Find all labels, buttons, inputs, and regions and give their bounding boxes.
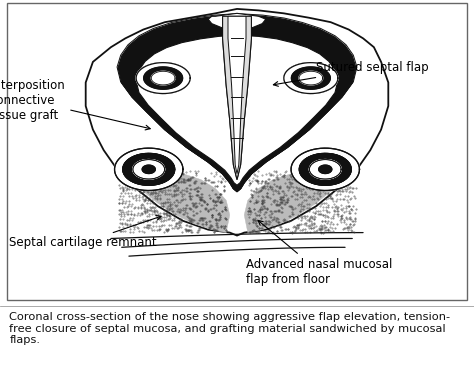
Text: Coronal cross-section of the nose showing aggressive flap elevation, tension-
fr: Coronal cross-section of the nose showin… bbox=[9, 312, 451, 345]
Polygon shape bbox=[299, 71, 323, 85]
Polygon shape bbox=[244, 171, 352, 233]
Polygon shape bbox=[228, 16, 246, 174]
Polygon shape bbox=[136, 63, 190, 93]
Polygon shape bbox=[284, 63, 338, 93]
Polygon shape bbox=[133, 159, 164, 179]
Polygon shape bbox=[136, 63, 190, 93]
Polygon shape bbox=[123, 153, 175, 185]
Polygon shape bbox=[144, 67, 182, 89]
Polygon shape bbox=[299, 71, 323, 85]
Text: Interposition
connective
tissue graft: Interposition connective tissue graft bbox=[0, 79, 150, 130]
Polygon shape bbox=[118, 15, 356, 191]
Polygon shape bbox=[292, 67, 330, 89]
Polygon shape bbox=[284, 63, 338, 93]
Polygon shape bbox=[300, 153, 351, 185]
Polygon shape bbox=[151, 71, 175, 85]
Polygon shape bbox=[223, 16, 251, 180]
Polygon shape bbox=[125, 23, 349, 189]
Polygon shape bbox=[310, 159, 341, 179]
Polygon shape bbox=[144, 67, 182, 89]
Polygon shape bbox=[118, 15, 356, 191]
Polygon shape bbox=[142, 165, 155, 173]
Polygon shape bbox=[122, 171, 230, 233]
Polygon shape bbox=[142, 165, 155, 173]
Polygon shape bbox=[319, 165, 332, 173]
Polygon shape bbox=[133, 159, 164, 179]
Polygon shape bbox=[118, 15, 356, 191]
Polygon shape bbox=[123, 153, 175, 185]
Polygon shape bbox=[223, 16, 251, 180]
Polygon shape bbox=[136, 35, 338, 185]
Polygon shape bbox=[292, 67, 330, 89]
Text: Septal cartilage remnant: Septal cartilage remnant bbox=[9, 216, 161, 249]
Polygon shape bbox=[228, 16, 246, 174]
Polygon shape bbox=[310, 159, 341, 179]
Polygon shape bbox=[291, 148, 359, 191]
Polygon shape bbox=[115, 148, 183, 191]
Polygon shape bbox=[117, 14, 357, 192]
Polygon shape bbox=[86, 9, 388, 236]
Text: Advanced nasal mucosal
flap from floor: Advanced nasal mucosal flap from floor bbox=[246, 221, 393, 286]
Polygon shape bbox=[208, 13, 266, 32]
Text: Sutured septal flap: Sutured septal flap bbox=[273, 61, 429, 86]
Polygon shape bbox=[115, 148, 183, 191]
Polygon shape bbox=[131, 29, 343, 187]
Polygon shape bbox=[319, 165, 332, 173]
Polygon shape bbox=[300, 153, 351, 185]
Polygon shape bbox=[291, 148, 359, 191]
Polygon shape bbox=[151, 71, 175, 85]
